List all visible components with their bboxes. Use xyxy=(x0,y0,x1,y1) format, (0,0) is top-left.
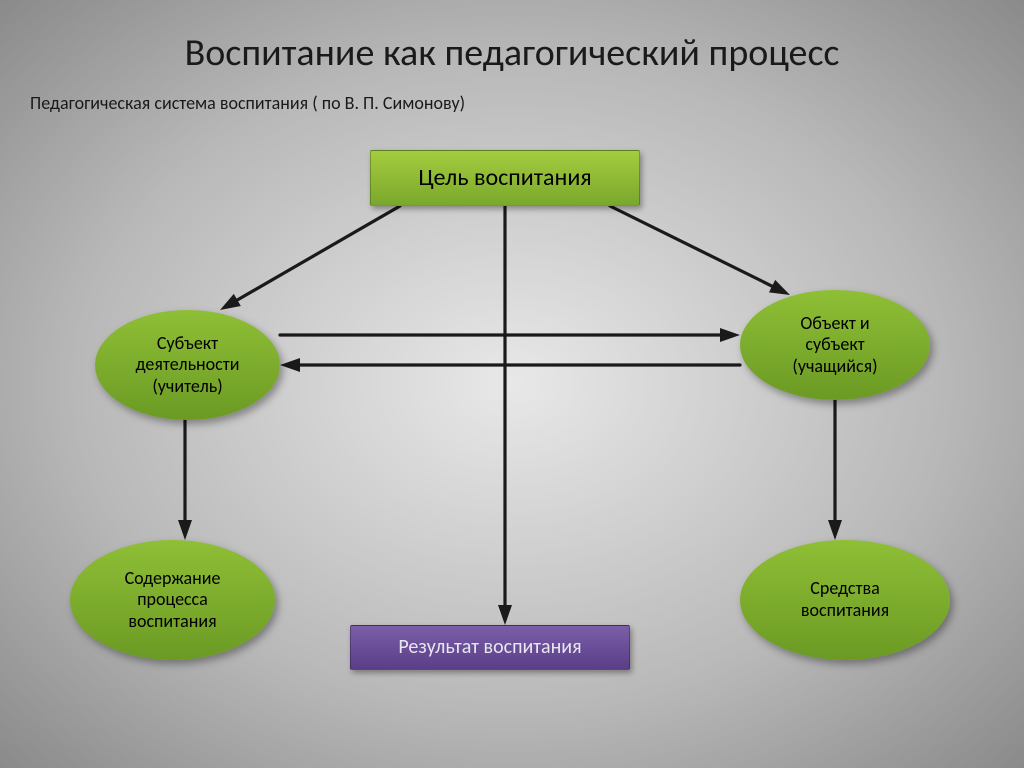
node-goal: Цель воспитания xyxy=(370,150,640,206)
arrow-head-3 xyxy=(720,328,740,342)
arrow-head-2 xyxy=(498,605,512,625)
arrow-head-4 xyxy=(280,358,300,372)
node-object: Объект исубъект(учащийся) xyxy=(740,290,930,400)
arrow-line-0 xyxy=(237,206,400,300)
node-result: Результат воспитания xyxy=(350,625,630,670)
arrow-head-0 xyxy=(220,294,241,310)
arrow-head-6 xyxy=(828,520,842,540)
slide-title: Воспитание как педагогический процесс xyxy=(0,30,1024,76)
node-subject: Субъектдеятельности(учитель) xyxy=(95,310,280,420)
arrow-head-5 xyxy=(178,520,192,540)
node-content: Содержаниепроцессавоспитания xyxy=(70,540,275,660)
node-means: Средствавоспитания xyxy=(740,540,950,660)
arrow-line-1 xyxy=(610,206,772,286)
slide-subtitle: Педагогическая система воспитания ( по В… xyxy=(30,92,465,114)
arrow-head-1 xyxy=(769,280,790,295)
